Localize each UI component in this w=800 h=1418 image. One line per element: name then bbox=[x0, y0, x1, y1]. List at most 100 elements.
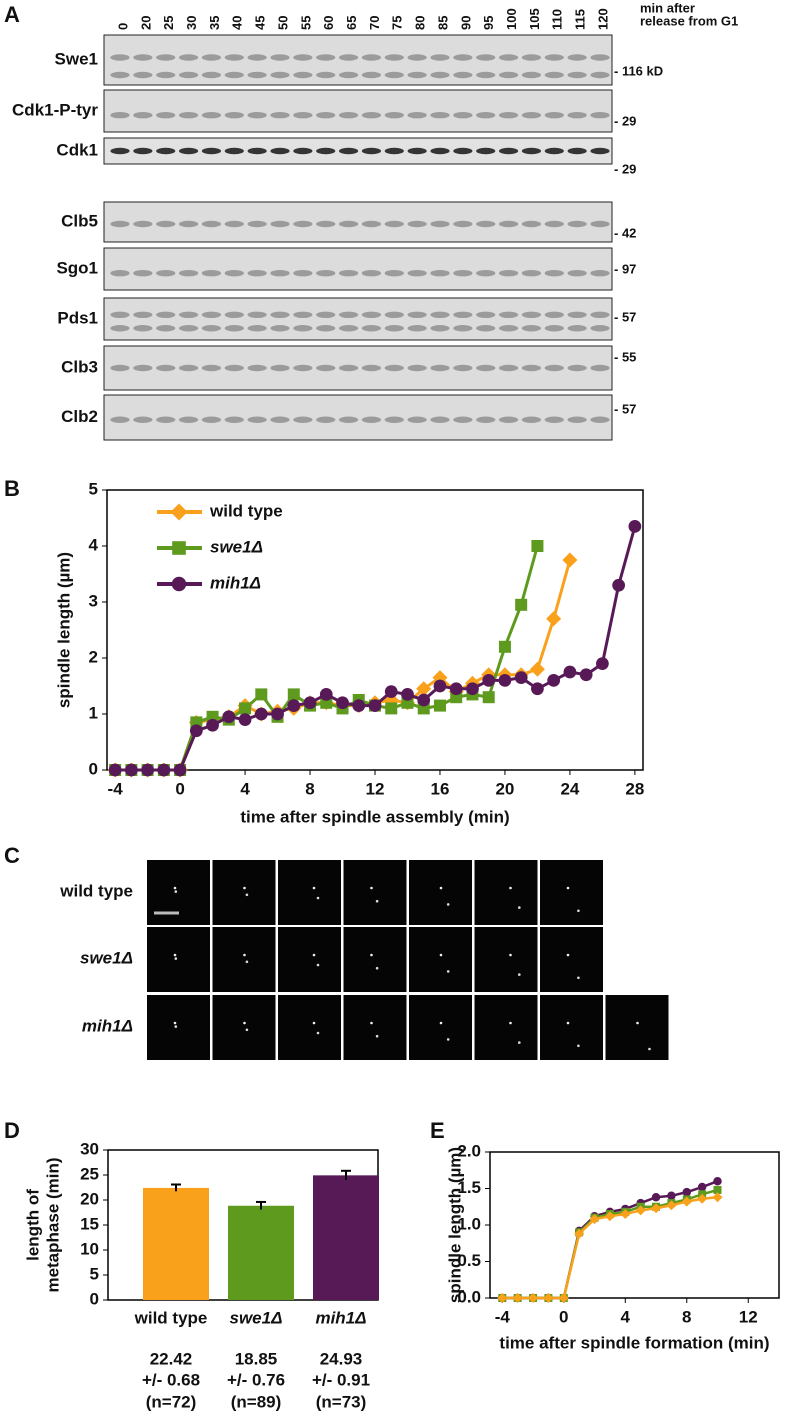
blot-band bbox=[430, 112, 450, 119]
x-tick-label: 12 bbox=[739, 1307, 758, 1326]
spindle-pole bbox=[509, 953, 512, 957]
blot-band bbox=[224, 311, 244, 318]
timepoint-label: 90 bbox=[458, 16, 473, 30]
blot-band bbox=[453, 147, 473, 155]
marker bbox=[368, 699, 382, 712]
spindle-pole bbox=[243, 886, 246, 890]
spindle-pole bbox=[566, 953, 570, 957]
marker bbox=[416, 681, 432, 697]
marker bbox=[108, 763, 122, 777]
blot-band bbox=[293, 147, 313, 155]
value-label: 24.93 bbox=[320, 1349, 363, 1368]
blot-band bbox=[316, 147, 336, 155]
marker bbox=[239, 702, 252, 715]
y-axis-label: spindle length (µm) bbox=[54, 552, 73, 708]
y-axis-label: length of bbox=[23, 1189, 42, 1261]
blot-strip bbox=[103, 89, 613, 133]
blot-band bbox=[521, 71, 542, 79]
mw-marker: - 57 bbox=[614, 309, 636, 324]
blot-band bbox=[521, 416, 542, 423]
micrograph bbox=[212, 927, 276, 992]
blot-band bbox=[498, 364, 519, 372]
blot-band bbox=[590, 364, 610, 372]
marker bbox=[528, 1293, 539, 1303]
marker bbox=[401, 688, 414, 701]
marker bbox=[189, 724, 203, 738]
micrograph bbox=[212, 995, 276, 1060]
blot-band bbox=[430, 147, 450, 155]
y-tick-label: 25 bbox=[80, 1164, 99, 1183]
blot-band bbox=[270, 147, 290, 155]
blot-band bbox=[178, 325, 199, 332]
micrograph bbox=[474, 927, 538, 992]
blot-band bbox=[224, 220, 244, 228]
blot-band bbox=[133, 71, 153, 79]
blot-strip bbox=[103, 34, 613, 86]
blot-band bbox=[247, 311, 267, 318]
blot-band bbox=[361, 364, 382, 372]
marker bbox=[171, 576, 187, 592]
timepoint-label: 20 bbox=[138, 16, 153, 30]
timepoint-label: 115 bbox=[573, 9, 588, 30]
micrograph bbox=[409, 860, 472, 925]
blot-band bbox=[133, 325, 153, 332]
micrograph bbox=[147, 927, 210, 992]
marker bbox=[579, 668, 593, 682]
marker bbox=[529, 661, 545, 677]
blot-band bbox=[201, 270, 222, 277]
blot-band bbox=[316, 220, 336, 228]
marker bbox=[319, 688, 333, 701]
blot-band bbox=[110, 71, 130, 79]
blot-band bbox=[407, 416, 427, 423]
blot-band bbox=[384, 325, 404, 332]
timepoint-label: 120 bbox=[595, 8, 610, 30]
blot-band bbox=[156, 311, 176, 318]
panel-label: C bbox=[4, 843, 20, 868]
blot-band bbox=[544, 54, 564, 61]
micrograph bbox=[540, 860, 603, 925]
blot-band bbox=[224, 416, 244, 423]
blot-band bbox=[156, 364, 176, 372]
marker bbox=[449, 682, 463, 696]
blot-band bbox=[178, 364, 199, 372]
blot-label: Clb5 bbox=[61, 211, 98, 230]
y-tick-label: 3 bbox=[89, 591, 98, 610]
blot-band bbox=[178, 147, 199, 155]
blot-band bbox=[567, 364, 587, 372]
timepoint-label: 110 bbox=[550, 9, 565, 30]
blot-band bbox=[247, 325, 267, 332]
blot-band bbox=[590, 325, 610, 332]
x-tick-label: 0 bbox=[175, 779, 184, 798]
blot-band bbox=[178, 112, 199, 119]
blot-band bbox=[316, 364, 336, 372]
blot-band bbox=[498, 147, 519, 155]
marker bbox=[173, 763, 187, 777]
blot-band bbox=[498, 71, 519, 79]
blot-band bbox=[201, 112, 222, 119]
blot-band bbox=[476, 71, 496, 79]
blot-band bbox=[521, 112, 542, 119]
marker bbox=[546, 611, 562, 627]
marker bbox=[562, 552, 578, 568]
plot-frame bbox=[489, 1151, 780, 1299]
y-tick-label: 2.0 bbox=[457, 1141, 481, 1160]
spindle-pole bbox=[577, 909, 580, 913]
blot-band bbox=[316, 311, 336, 318]
marker bbox=[531, 682, 544, 696]
blot-band bbox=[544, 270, 564, 277]
x-tick-label: 4 bbox=[240, 779, 250, 798]
spindle-pole bbox=[577, 1044, 580, 1048]
blot-band bbox=[110, 311, 130, 318]
blot-band bbox=[544, 416, 564, 423]
blot-band bbox=[247, 112, 267, 119]
blot-band bbox=[407, 325, 427, 332]
mw-marker: - 97 bbox=[614, 261, 636, 276]
y-tick-label: 5 bbox=[90, 1264, 99, 1283]
x-tick-label: 12 bbox=[366, 779, 385, 798]
blot-band bbox=[567, 311, 587, 318]
blot-band bbox=[110, 112, 130, 119]
blot-band bbox=[110, 147, 130, 155]
spindle-pole bbox=[509, 1021, 512, 1025]
blot-band bbox=[567, 112, 587, 119]
blot-band bbox=[293, 220, 313, 228]
